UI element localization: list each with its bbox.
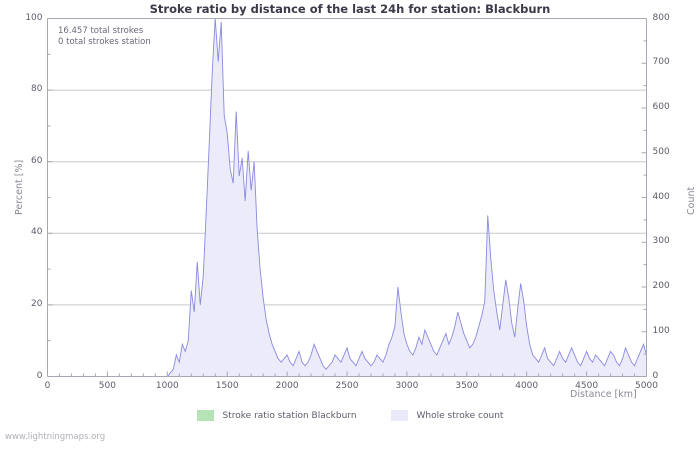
x-tick-label: 4500	[575, 380, 599, 391]
legend-label: Whole stroke count	[416, 410, 504, 421]
y-left-tick-label: 100	[25, 12, 43, 23]
y-axis-left-label: Percent [%]	[14, 159, 25, 215]
x-tick-label: 2000	[275, 380, 299, 391]
y-left-tick-label: 20	[31, 298, 43, 309]
legend-label: Stroke ratio station Blackburn	[222, 410, 357, 421]
x-tick-label: 3500	[455, 380, 479, 391]
y-right-tick-label: 500	[652, 146, 670, 157]
y-right-tick-label: 600	[652, 102, 670, 112]
x-tick-label: 1500	[215, 380, 239, 391]
legend-swatch	[390, 410, 408, 421]
annotation-line-2: 0 total strokes station	[58, 37, 151, 47]
x-tick-label: 5000	[635, 380, 658, 391]
y-right-tick-label: 800	[652, 12, 670, 23]
x-tick-label: 3000	[395, 380, 419, 391]
y-left-tick-label: 40	[31, 227, 43, 238]
x-tick-label: 4000	[515, 380, 539, 391]
x-axis-label: Distance [km]	[570, 389, 637, 400]
x-tick-label: 2500	[335, 380, 359, 391]
legend-item[interactable]: Stroke ratio station Blackburn	[196, 410, 357, 421]
annotation-line-1: 16.457 total strokes	[58, 26, 144, 36]
y-left-tick-label: 0	[36, 370, 43, 381]
series-area-whole-stroke-count	[47, 18, 647, 377]
site-watermark: www.lightningmaps.org	[5, 432, 106, 442]
y-left-tick-label: 80	[31, 84, 43, 95]
y-right-tick-label: 700	[652, 57, 670, 68]
x-tick-label: 0	[44, 380, 51, 391]
legend-item[interactable]: Whole stroke count	[390, 410, 504, 421]
series-line-whole-stroke-count	[47, 18, 647, 377]
chart-title: Stroke ratio by distance of the last 24h…	[149, 2, 551, 16]
legend-swatch	[196, 410, 214, 421]
x-tick-label: 500	[98, 380, 116, 391]
y-right-tick-label: 300	[652, 236, 670, 247]
chart-legend: Stroke ratio station Blackburn Whole stro…	[0, 410, 700, 421]
x-tick-label: 1000	[155, 380, 179, 391]
y-left-tick-label: 60	[31, 155, 43, 166]
y-axis-right-label: Count	[686, 186, 697, 215]
y-right-tick-label: 100	[652, 325, 670, 336]
y-right-tick-label: 0	[652, 370, 659, 381]
y-right-tick-label: 400	[652, 191, 670, 202]
chart-annotation: 16.457 total strokes 0 total strokes sta…	[58, 26, 151, 48]
y-right-tick-label: 200	[652, 281, 670, 291]
